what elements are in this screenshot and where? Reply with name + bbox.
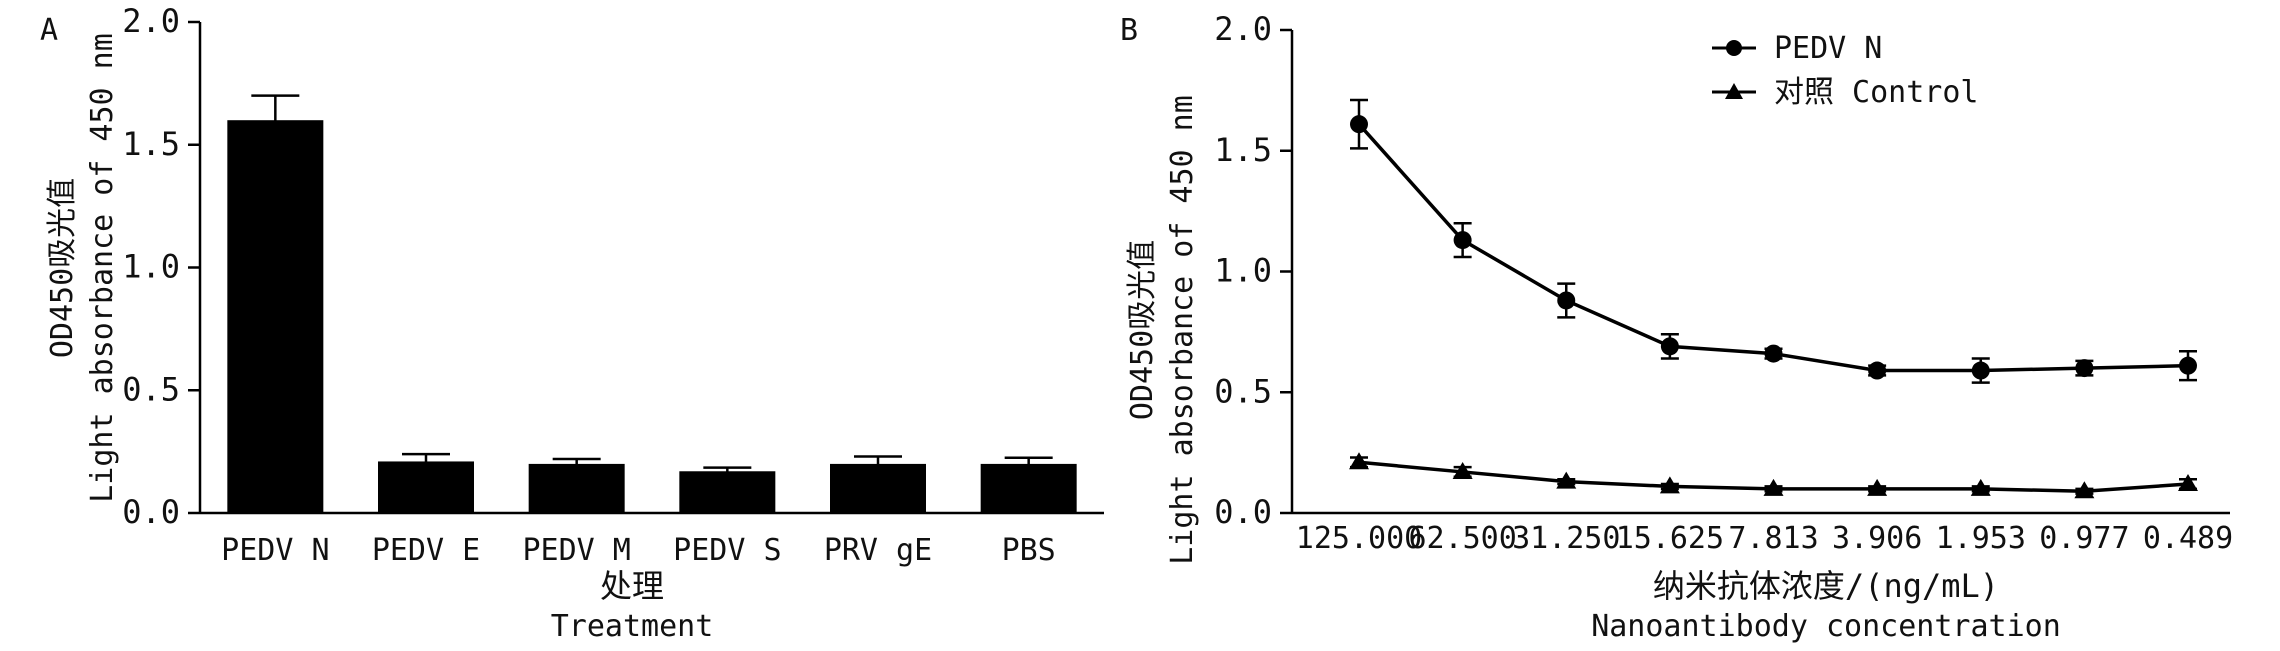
y-tick-label: 2.0: [1214, 10, 1272, 48]
x-tick-label: 125.000: [1296, 521, 1422, 556]
panel-b-y-ticks: 0.0 0.5 1.0 1.5 2.0: [1214, 10, 1292, 531]
bar: [679, 471, 776, 513]
data-point-circle: [1660, 337, 1679, 356]
panel-a-ylabel-cn: OD450吸光值: [45, 178, 80, 358]
x-tick-label: 7.813: [1728, 521, 1818, 556]
panel-a: A OD450吸光值 Light absorbance of 450 nm 0.…: [40, 2, 1104, 644]
data-point-triangle: [1970, 478, 1991, 496]
data-point-circle: [1971, 361, 1990, 380]
bar: [528, 463, 625, 513]
data-point-triangle: [2074, 481, 2095, 499]
data-point-triangle: [1556, 471, 1577, 489]
x-tick-label: PBS: [1002, 533, 1056, 568]
y-tick-label: 2.0: [122, 2, 180, 40]
panel-b-legend: PEDV N 对照 Control: [1712, 31, 1979, 110]
x-tick-label: 62.500: [1408, 521, 1516, 556]
panel-a-ylabel-en: Light absorbance of 450 nm: [85, 33, 120, 503]
x-tick-label: 1.953: [1936, 521, 2026, 556]
data-point-triangle: [2178, 474, 2198, 492]
x-tick-label: 15.625: [1616, 521, 1724, 556]
panel-a-x-ticks: PEDV N PEDV E PEDV M PEDV S PRV gE PBS: [221, 533, 1056, 568]
legend-label-control: 对照 Control: [1774, 75, 1979, 110]
panel-b-y-title: OD450吸光值 Light absorbance of 450 nm: [1125, 95, 1200, 565]
y-tick-label: 0.5: [1214, 372, 1272, 410]
panel-a-y-ticks: 0.0 0.5 1.0 1.5 2.0: [122, 2, 200, 531]
x-tick-label: 31.250: [1512, 521, 1620, 556]
x-tick-label: PEDV S: [673, 533, 781, 568]
y-tick-label: 1.5: [1214, 131, 1272, 169]
bar: [378, 461, 474, 513]
x-tick-label: PEDV E: [372, 533, 480, 568]
y-tick-label: 1.0: [122, 248, 180, 286]
x-tick-label: PEDV M: [522, 533, 630, 568]
panel-b-series: [1349, 98, 2198, 499]
bar: [227, 120, 324, 513]
data-point-triangle: [1349, 452, 1369, 470]
x-tick-label: 0.489: [2143, 521, 2233, 556]
panel-b-ylabel-en: Light absorbance of 450 nm: [1165, 95, 1200, 565]
bar: [830, 463, 926, 513]
panel-a-xlabel-cn: 处理: [600, 567, 664, 605]
legend-circle-marker: [1726, 40, 1742, 56]
panel-b-xlabel-en: Nanoantibody concentration: [1591, 609, 2061, 644]
data-point-circle: [1764, 344, 1783, 363]
panel-a-xlabel-en: Treatment: [551, 609, 714, 644]
x-tick-label: PRV gE: [824, 533, 932, 568]
series-line-pedv-n: [1357, 123, 2189, 373]
panel-b-xlabel-cn: 纳米抗体浓度/(ng/mL): [1653, 567, 1999, 605]
legend-triangle-marker: [1725, 83, 1743, 99]
data-point-circle: [2075, 359, 2094, 378]
y-tick-label: 0.0: [122, 493, 180, 531]
data-point-circle: [2179, 356, 2197, 375]
panel-b-label: B: [1120, 13, 1138, 48]
data-point-triangle: [1867, 478, 1888, 496]
panel-b: B OD450吸光值 Light absorbance of 450 nm 0.…: [1120, 10, 2233, 644]
data-point-circle: [1350, 115, 1368, 134]
panel-b-ylabel-cn: OD450吸光值: [1125, 240, 1160, 420]
panel-a-y-title: OD450吸光值 Light absorbance of 450 nm: [45, 33, 120, 503]
data-point-circle: [1868, 361, 1887, 380]
panel-a-label: A: [40, 13, 58, 48]
panel-a-bars: [227, 94, 1077, 513]
y-tick-label: 1.5: [122, 125, 180, 163]
y-tick-label: 1.0: [1214, 252, 1272, 290]
data-point-circle: [1557, 291, 1576, 310]
x-tick-label: PEDV N: [221, 533, 329, 568]
legend-label-pedv-n: PEDV N: [1774, 31, 1882, 66]
data-point-triangle: [1763, 478, 1784, 496]
y-tick-label: 0.0: [1214, 493, 1272, 531]
x-tick-label: 0.977: [2039, 521, 2129, 556]
data-point-circle: [1453, 231, 1472, 250]
y-tick-label: 0.5: [122, 370, 180, 408]
data-point-triangle: [1659, 476, 1680, 494]
data-point-triangle: [1452, 461, 1473, 479]
x-tick-label: 3.906: [1832, 521, 1922, 556]
bar: [980, 463, 1077, 513]
